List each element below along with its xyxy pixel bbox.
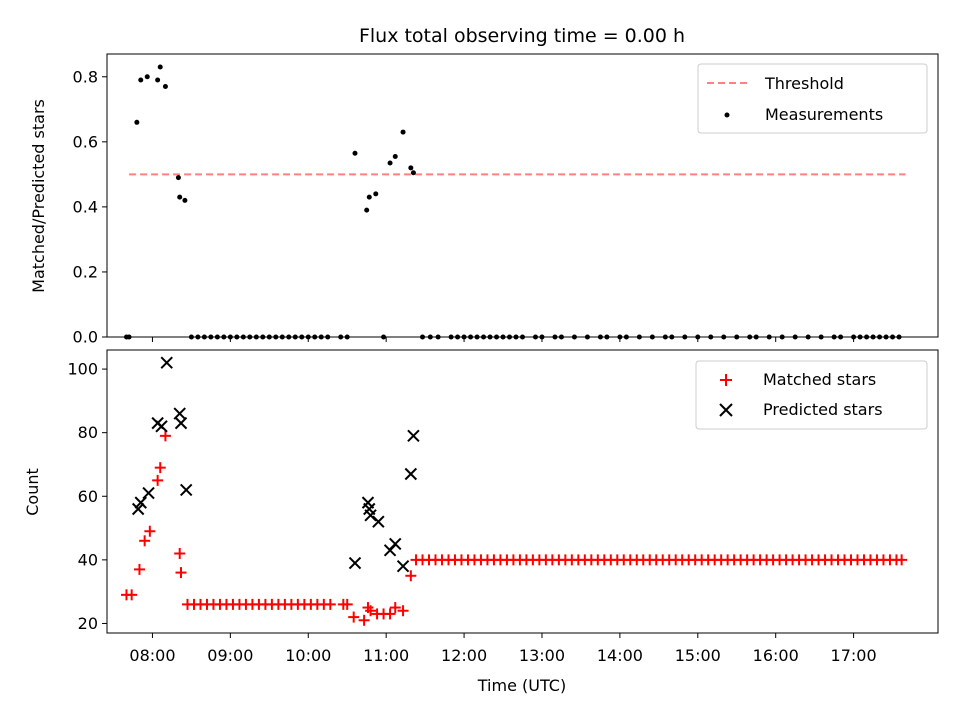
bottom-x-tick-label: 14:00 xyxy=(597,646,643,665)
predicted-star-point xyxy=(372,515,385,528)
top-y-tick-label: 0.8 xyxy=(73,67,98,86)
top-chart-title: Flux total observing time = 0.00 h xyxy=(359,25,685,47)
predicted-star-point xyxy=(348,556,362,570)
matched-star-point xyxy=(341,598,353,610)
measurement-point xyxy=(392,153,398,159)
top-legend: Threshold Measurements xyxy=(697,63,928,134)
measurement-point xyxy=(177,194,183,200)
bottom-axes-frame xyxy=(106,349,939,634)
legend-measurements-swatch xyxy=(724,112,730,118)
bottom-x-tick-label: 16:00 xyxy=(753,646,799,665)
measurement-point xyxy=(400,129,406,135)
bottom-x-tick-label: 13:00 xyxy=(519,646,565,665)
top-y-tick-label: 0.4 xyxy=(73,197,98,216)
bottom-x-tick-label: 10:00 xyxy=(285,646,331,665)
predicted-star-point xyxy=(131,502,145,516)
measurement-point xyxy=(144,74,150,80)
matched-star-point xyxy=(365,605,377,617)
matched-star-point xyxy=(324,598,336,610)
measurement-point xyxy=(408,165,414,171)
measurement-point xyxy=(387,160,393,166)
bottom-legend-box xyxy=(695,360,928,430)
bottom-x-ticks: 08:00 09:00 10:00 11:00 12:00 13:00 14:00 15:00… xyxy=(129,633,877,665)
predicted-star-point xyxy=(179,483,193,497)
top-y-tick-label: 0.0 xyxy=(73,328,98,347)
bottom-x-tick-label: 12:00 xyxy=(441,646,487,665)
top-y-ticks: 0.0 0.2 0.4 0.6 0.8 xyxy=(73,67,107,347)
legend-matched-label: Matched stars xyxy=(763,370,876,389)
matched-star-point xyxy=(159,430,171,442)
matched-star-point xyxy=(133,563,145,575)
bottom-x-tick-label: 08:00 xyxy=(129,646,175,665)
predicted-star-point xyxy=(389,537,402,551)
bottom-y-tick-label: 20 xyxy=(78,614,98,633)
legend-predicted-label: Predicted stars xyxy=(763,400,883,419)
matched-star-point xyxy=(174,548,186,560)
bottom-y-tick-label: 60 xyxy=(78,487,98,506)
legend-predicted-swatch xyxy=(719,403,733,417)
measurement-point xyxy=(138,77,144,83)
measurement-point xyxy=(364,207,370,213)
bottom-x-tick-label: 17:00 xyxy=(831,646,877,665)
measurement-point xyxy=(162,84,168,90)
bottom-x-tick-label: 09:00 xyxy=(207,646,253,665)
top-axes-frame xyxy=(106,53,939,338)
measurement-point xyxy=(410,170,416,176)
top-legend-box xyxy=(697,63,928,134)
measurement-point xyxy=(134,119,140,125)
legend-matched-swatch xyxy=(720,374,732,386)
top-y-tick-label: 0.2 xyxy=(73,262,98,281)
top-y-tick-label: 0.6 xyxy=(73,132,98,151)
predicted-star-point xyxy=(155,420,168,433)
bottom-x-tick-label: 11:00 xyxy=(363,646,409,665)
measurement-point xyxy=(352,150,358,156)
matched-star-point xyxy=(384,608,396,620)
bottom-x-axis-label: Time (UTC) xyxy=(477,676,566,695)
predicted-star-point xyxy=(364,509,377,522)
predicted-star-point xyxy=(407,429,420,443)
measurement-point xyxy=(182,197,188,203)
bottom-y-tick-label: 40 xyxy=(78,550,98,569)
predicted-star-point xyxy=(134,496,147,509)
top-y-axis-label: Matched/Predicted stars xyxy=(29,99,48,293)
predicted-star-point xyxy=(160,356,173,369)
matched-star-point xyxy=(389,602,401,614)
matched-star-point xyxy=(397,605,409,617)
matched-star-point xyxy=(139,535,151,547)
bottom-y-axis-label: Count xyxy=(23,468,42,516)
matched-star-point xyxy=(154,462,166,474)
bottom-plot-area xyxy=(120,356,908,626)
matched-star-point xyxy=(358,614,370,626)
matched-star-point xyxy=(896,554,908,566)
measurement-point xyxy=(175,175,181,181)
predicted-star-point xyxy=(404,467,418,481)
measurement-point xyxy=(155,77,161,83)
legend-measurements-label: Measurements xyxy=(765,105,883,124)
measurement-point xyxy=(366,194,372,200)
measurement-point xyxy=(373,191,379,197)
measurement-point xyxy=(157,64,163,70)
legend-threshold-label: Threshold xyxy=(764,74,844,93)
predicted-star-point xyxy=(396,560,410,573)
matched-star-point xyxy=(348,611,360,623)
bottom-y-tick-label: 80 xyxy=(78,423,98,442)
matched-star-point xyxy=(126,589,138,601)
matched-star-point xyxy=(405,570,417,582)
bottom-x-tick-label: 15:00 xyxy=(675,646,721,665)
matched-star-point xyxy=(175,567,187,579)
predicted-star-point xyxy=(174,416,188,430)
predicted-star-point xyxy=(142,486,155,500)
matched-star-point xyxy=(144,525,156,537)
matched-star-point xyxy=(152,474,164,486)
bottom-y-tick-label: 100 xyxy=(67,360,98,379)
bottom-y-ticks: 20 40 60 80 100 xyxy=(67,360,107,633)
bottom-legend: Matched stars Predicted stars xyxy=(695,360,928,430)
